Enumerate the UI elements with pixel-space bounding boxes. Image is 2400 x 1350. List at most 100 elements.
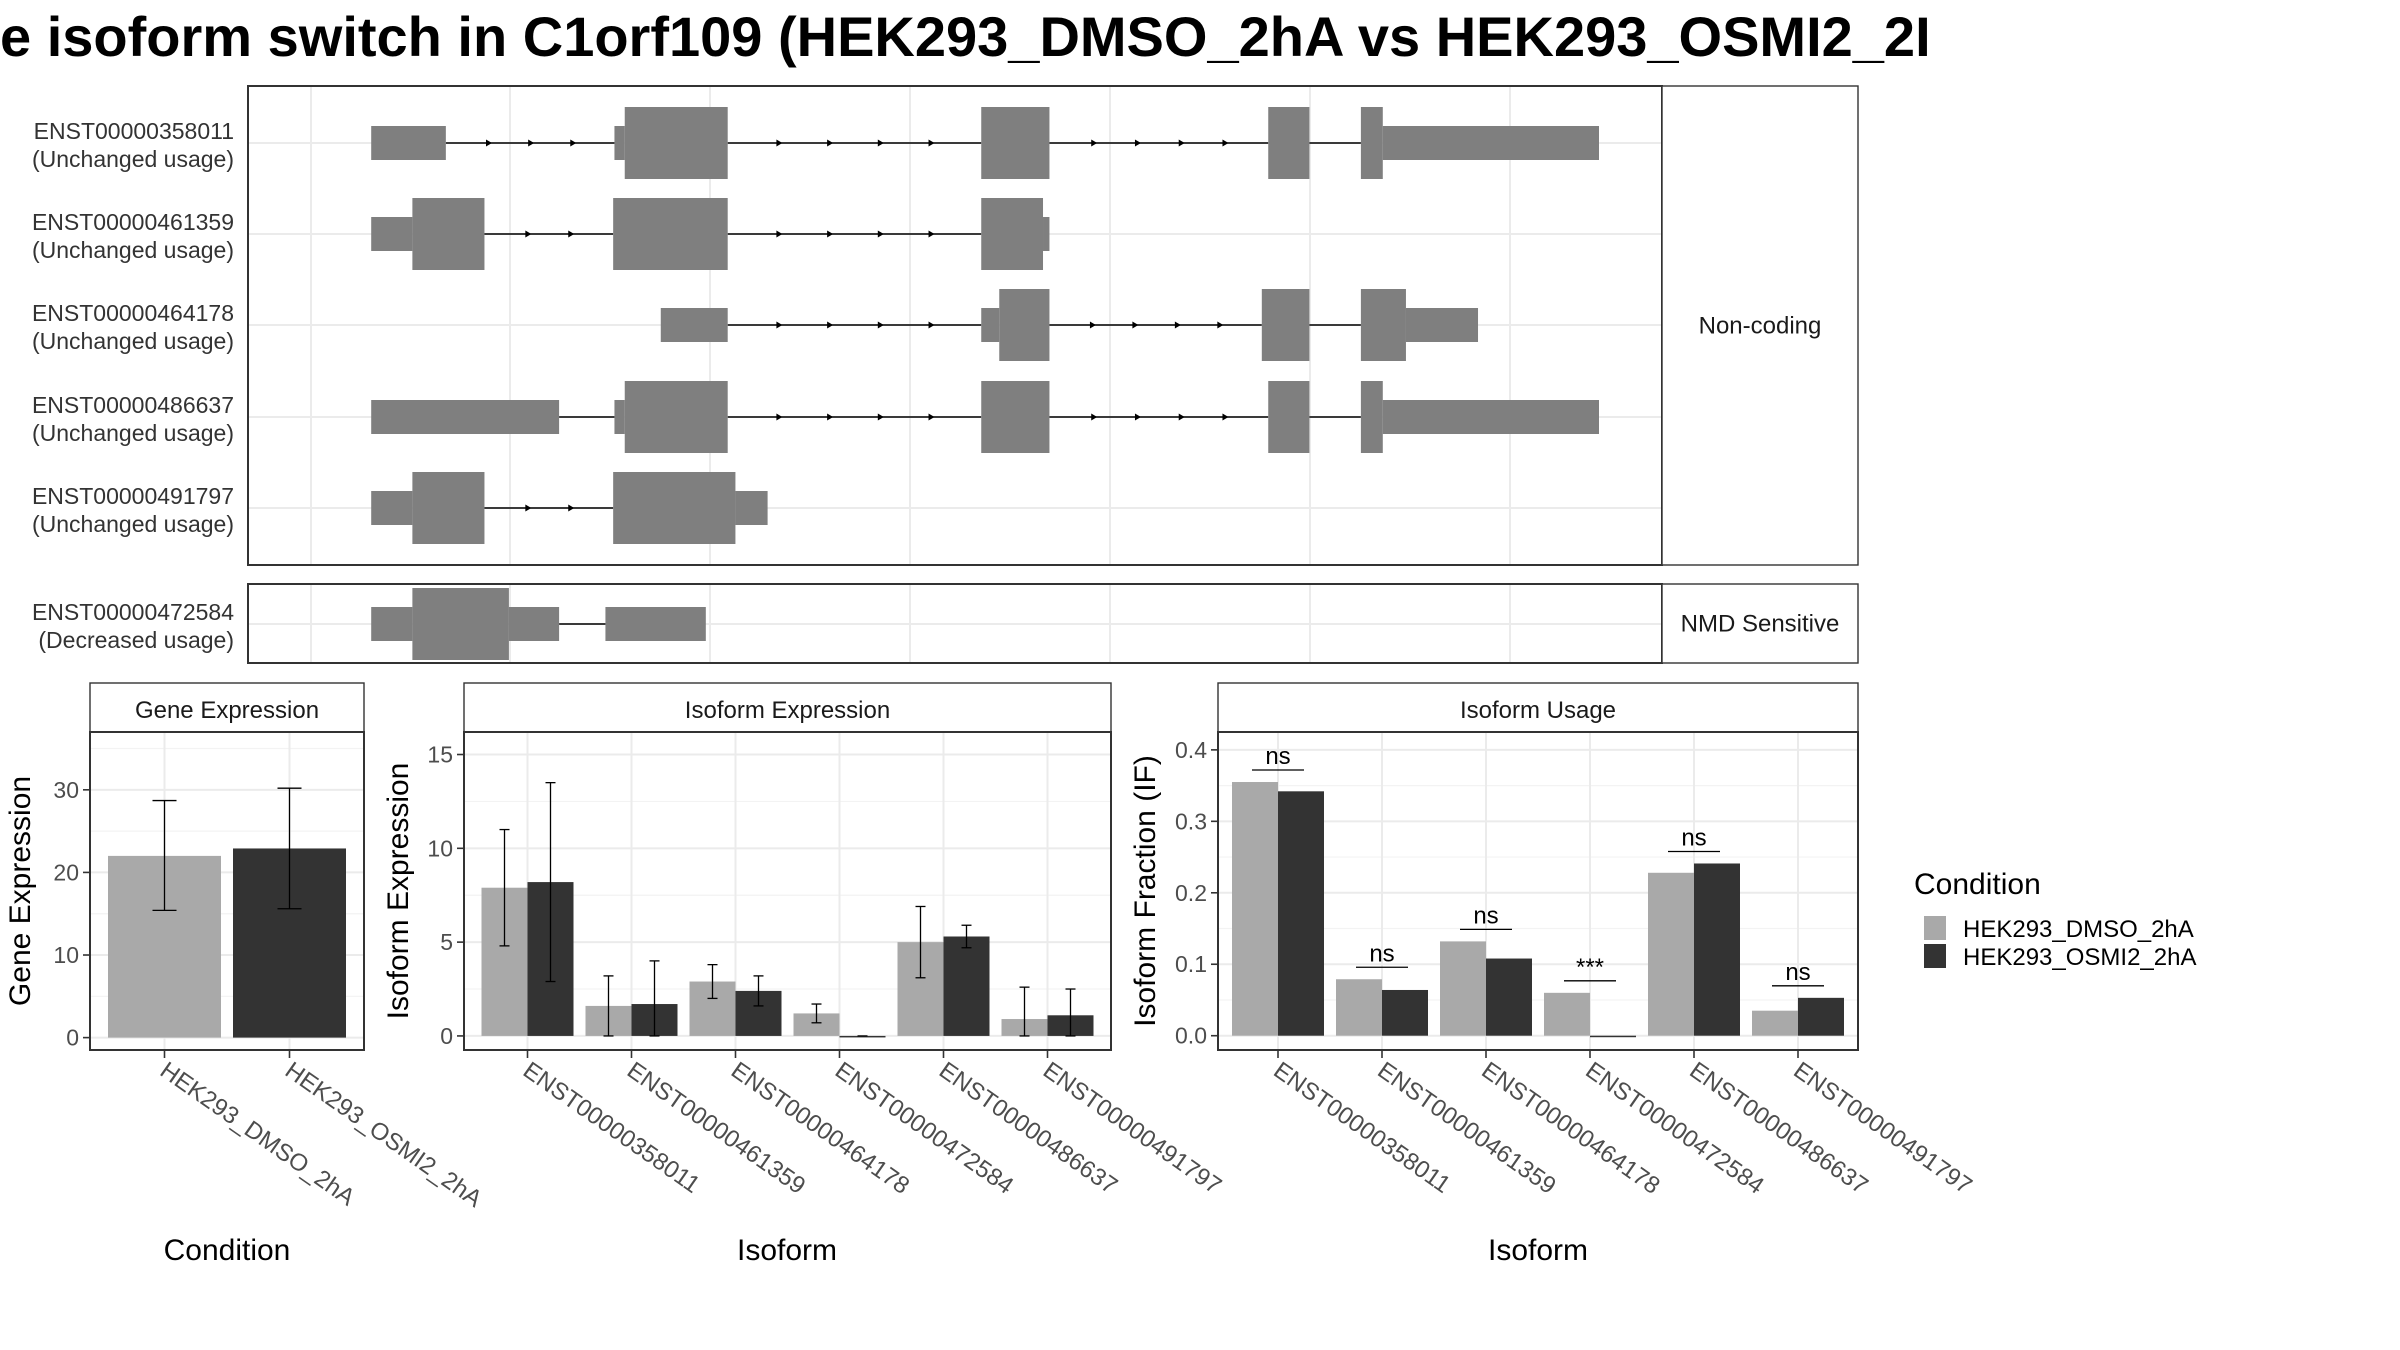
intron-arrow — [827, 139, 834, 147]
intron-arrow — [525, 504, 532, 512]
transcript-id-label: ENST00000486637 — [32, 392, 234, 418]
chart-strip-title: Isoform Usage — [1460, 697, 1616, 724]
intron-arrow — [1091, 413, 1098, 421]
intron-arrow — [570, 139, 577, 147]
exon-utr — [371, 607, 413, 641]
exon-coding — [981, 381, 1050, 453]
chart-strip — [463, 682, 1112, 733]
bar — [839, 1035, 886, 1038]
exon-utr — [614, 126, 625, 160]
y-tick-label: 10 — [53, 942, 79, 968]
x-tick-label: ENST00000461359 — [1373, 1057, 1561, 1200]
exon-coding — [1268, 381, 1310, 453]
x-axis-title: Isoform — [1488, 1234, 1588, 1267]
exon-utr — [1382, 400, 1599, 434]
exon-utr — [371, 400, 560, 434]
exon-coding — [1268, 107, 1310, 179]
intron-arrow — [525, 230, 532, 238]
significance-label: ns — [1473, 902, 1498, 929]
intron-arrow — [1091, 139, 1098, 147]
exon-utr — [1043, 217, 1050, 251]
bar — [943, 936, 990, 1036]
exon-utr — [1382, 126, 1599, 160]
exon-coding — [981, 198, 1044, 270]
exon-coding — [981, 107, 1050, 179]
bar — [1440, 941, 1486, 1036]
legend-entry-label: HEK293_DMSO_2hA — [1963, 916, 2194, 943]
bar — [1590, 1035, 1636, 1038]
x-tick-label: ENST00000358011 — [518, 1057, 705, 1199]
exon-utr — [371, 491, 413, 525]
intron-arrow — [877, 321, 884, 329]
exon-utr — [660, 308, 728, 342]
intron-arrow — [1178, 139, 1185, 147]
facet-strip-label: NMD Sensitive — [1681, 611, 1840, 638]
exon-utr — [735, 491, 768, 525]
intron-arrow — [776, 321, 783, 329]
intron-arrow — [877, 230, 884, 238]
significance-label: ns — [1265, 743, 1290, 770]
intron-arrow — [776, 230, 783, 238]
intron-arrow — [1217, 321, 1224, 329]
intron-arrow — [928, 413, 935, 421]
y-tick-label: 0.3 — [1175, 808, 1207, 834]
exon-coding — [1360, 107, 1383, 179]
exon-coding — [613, 472, 736, 544]
legend-title: Condition — [1914, 868, 2041, 901]
facet-strip-label: Non-coding — [1699, 313, 1822, 340]
intron-arrow — [1089, 321, 1096, 329]
transcript-usage-label: (Decreased usage) — [38, 627, 234, 653]
bar — [1336, 979, 1382, 1036]
chart-strip — [1217, 682, 1859, 733]
intron-arrow — [877, 139, 884, 147]
chart-strip-title: Isoform Expression — [685, 697, 890, 724]
intron-arrow — [827, 321, 834, 329]
y-axis-title: Gene Expression — [4, 776, 37, 1006]
intron-arrow — [1134, 413, 1141, 421]
exon-utr — [614, 400, 625, 434]
exon-coding — [613, 198, 728, 270]
transcript-id-label: ENST00000472584 — [32, 599, 234, 625]
transcript-usage-label: (Unchanged usage) — [32, 328, 234, 354]
y-tick-label: 5 — [440, 929, 453, 955]
intron-arrow — [827, 413, 834, 421]
intron-arrow — [928, 139, 935, 147]
transcript-id-label: ENST00000491797 — [32, 483, 234, 509]
bar — [1486, 958, 1532, 1036]
exon-utr — [605, 607, 706, 641]
exon-coding — [999, 289, 1050, 361]
x-tick-label: ENST00000472584 — [830, 1057, 1018, 1200]
exon-coding — [412, 588, 509, 660]
exon-coding — [412, 198, 485, 270]
y-tick-label: 10 — [427, 835, 453, 861]
intron-arrow — [568, 230, 575, 238]
chart-plot-border — [1217, 731, 1859, 1051]
bar — [1648, 872, 1694, 1036]
significance-label: ns — [1681, 824, 1706, 851]
y-tick-label: 0 — [440, 1023, 453, 1049]
significance-label: ns — [1785, 959, 1810, 986]
x-tick-label: ENST00000486637 — [934, 1057, 1122, 1200]
y-axis-title: Isoform Fraction (IF) — [1129, 755, 1162, 1027]
exon-coding — [412, 472, 485, 544]
transcript-usage-label: (Unchanged usage) — [32, 511, 234, 537]
exon-coding — [1261, 289, 1310, 361]
y-tick-label: 20 — [53, 859, 79, 885]
y-tick-label: 0 — [66, 1025, 79, 1051]
x-tick-label: ENST00000491797 — [1789, 1057, 1977, 1200]
x-axis-title: Isoform — [737, 1234, 837, 1267]
bar-charts: Gene Expression0102030HEK293_DMSO_2hAHEK… — [4, 682, 1977, 1267]
legend-entry-label: HEK293_OSMI2_2hA — [1963, 944, 2196, 971]
intron-arrow — [528, 139, 535, 147]
bar — [793, 1013, 840, 1036]
intron-arrow — [1132, 321, 1139, 329]
intron-arrow — [568, 504, 575, 512]
x-tick-label: ENST00000464178 — [726, 1057, 914, 1200]
bar — [1232, 782, 1278, 1036]
y-tick-label: 15 — [427, 742, 453, 768]
facet-strip — [1661, 85, 1859, 566]
intron-arrow — [827, 230, 834, 238]
main-title: e isoform switch in C1orf109 (HEK293_DMS… — [0, 5, 1931, 68]
